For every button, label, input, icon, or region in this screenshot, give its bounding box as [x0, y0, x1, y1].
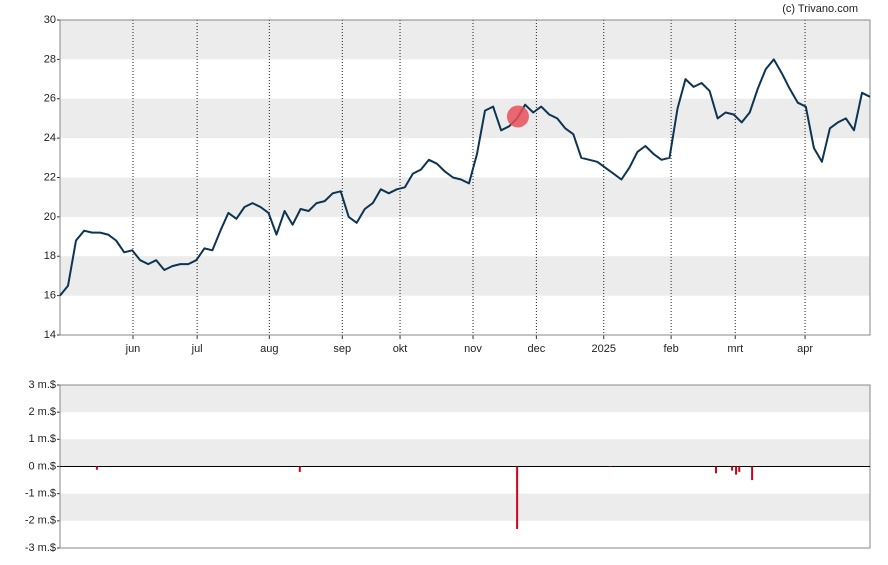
y-tick-label: 28 [44, 53, 56, 65]
bar [609, 466, 612, 468]
x-tick-label: jul [191, 343, 203, 355]
x-tick-label: mrt [727, 343, 743, 355]
y-tick-label: -2 m.$ [25, 515, 56, 527]
bar [298, 466, 301, 472]
band [60, 256, 870, 296]
y-tick-label: 0 m.$ [28, 460, 56, 472]
source-credit: (c) Trivano.com [782, 3, 858, 15]
y-tick-label: 26 [44, 93, 56, 105]
x-tick-label: dec [528, 343, 546, 355]
y-tick-label: 30 [44, 14, 56, 26]
y-tick-label: 24 [44, 132, 56, 144]
bar [751, 466, 754, 481]
y-tick-label: 22 [44, 171, 56, 183]
y-tick-label: 3 m.$ [28, 379, 56, 391]
y-tick-label: 20 [44, 211, 56, 223]
highlight-marker [506, 105, 529, 128]
band [60, 439, 870, 467]
band [60, 20, 870, 60]
x-tick-label: sep [333, 343, 351, 355]
x-tick-label: apr [797, 343, 813, 355]
bar [738, 466, 741, 472]
bar [95, 466, 98, 470]
x-tick-label: nov [464, 343, 482, 355]
x-tick-label: feb [663, 343, 678, 355]
y-tick-label: 2 m.$ [28, 406, 56, 418]
bar [735, 466, 738, 475]
y-tick-label: 1 m.$ [28, 433, 56, 445]
y-tick-label: -3 m.$ [25, 542, 56, 554]
x-tick-label: jun [125, 343, 141, 355]
bar [731, 466, 734, 471]
band [60, 493, 870, 521]
y-tick-label: -1 m.$ [25, 488, 56, 500]
x-tick-label: okt [393, 343, 408, 355]
plot-frame [59, 19, 871, 336]
price-line [59, 58, 871, 297]
bar [715, 466, 718, 474]
y-tick-label: 14 [44, 329, 56, 341]
band [60, 177, 870, 217]
y-tick-label: 16 [44, 290, 56, 302]
band [60, 98, 870, 139]
y-tick-label: 18 [44, 250, 56, 262]
x-tick-label: aug [260, 343, 278, 355]
band [60, 385, 870, 413]
bar [516, 466, 519, 529]
x-tick-label: 2025 [592, 343, 616, 355]
